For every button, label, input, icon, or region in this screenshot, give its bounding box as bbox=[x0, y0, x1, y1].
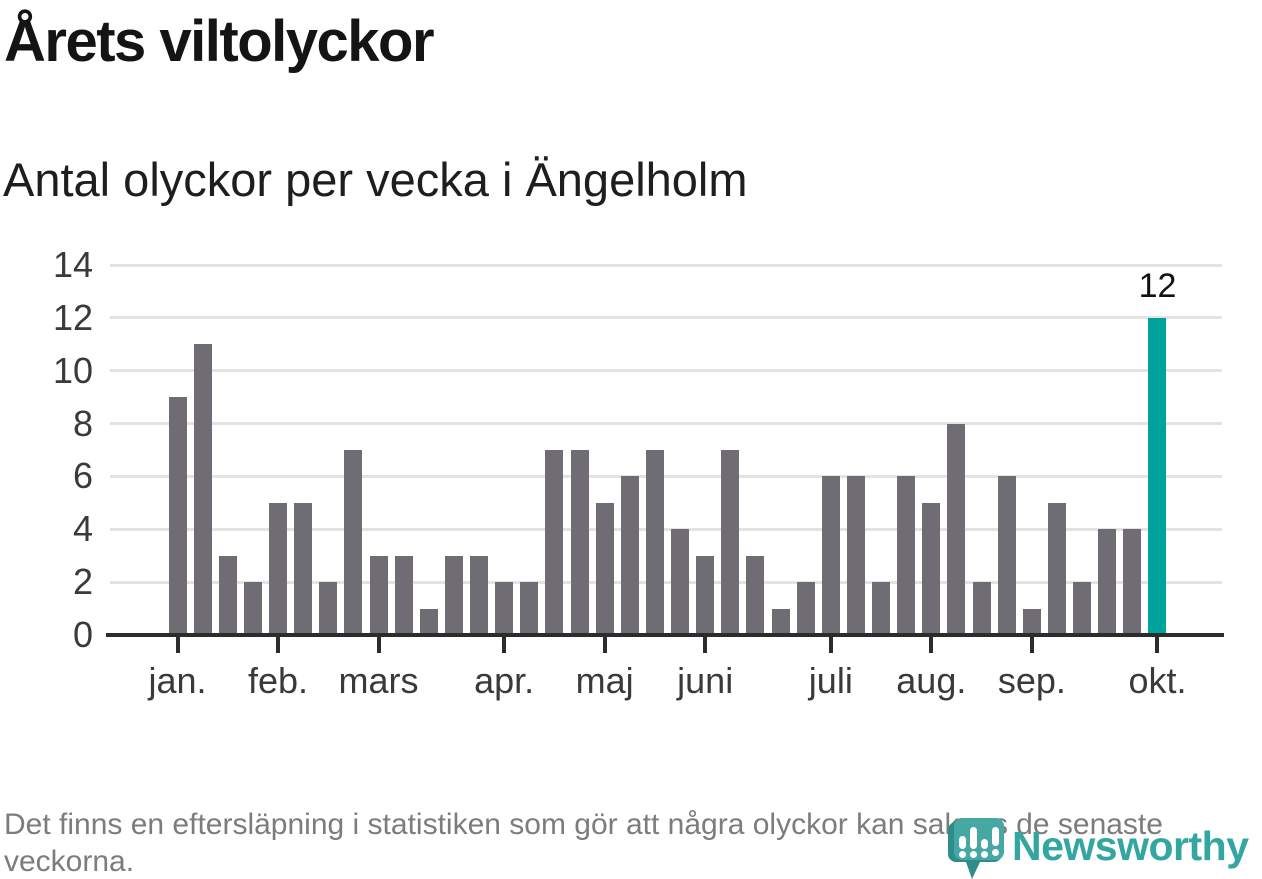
bar-week-11 bbox=[419, 608, 438, 635]
x-tick-label-juni: juni bbox=[677, 660, 734, 701]
bar-week-19 bbox=[620, 476, 639, 635]
newsworthy-wordmark: Newsworthy bbox=[1012, 823, 1249, 869]
bar-week-36 bbox=[1047, 502, 1066, 635]
bar-week-30 bbox=[897, 476, 916, 635]
bar-week-10 bbox=[394, 555, 413, 635]
x-tick-label-jan.: jan. bbox=[148, 660, 207, 701]
bar-week-26 bbox=[796, 582, 815, 635]
plot-area bbox=[110, 263, 1222, 635]
y-tick-label-6: 6 bbox=[72, 455, 93, 497]
gridline-y-10 bbox=[110, 369, 1222, 373]
bar-week-20 bbox=[645, 450, 664, 635]
bar-week-2 bbox=[193, 344, 212, 635]
bar-week-1 bbox=[168, 397, 187, 635]
y-tick-label-10: 10 bbox=[52, 349, 93, 391]
x-tick-mark-apr. bbox=[502, 637, 507, 653]
bar-week-9 bbox=[369, 555, 388, 635]
data-label-highlight: 12 bbox=[1138, 267, 1177, 305]
bar-week-25 bbox=[771, 608, 790, 635]
x-tick-mark-maj bbox=[602, 637, 607, 653]
y-tick-label-8: 8 bbox=[72, 402, 93, 444]
x-tick-mark-jan. bbox=[175, 637, 180, 653]
chart-subtitle: Antal olyckor per vecka i Ängelholm bbox=[3, 153, 748, 206]
bar-week-24 bbox=[746, 555, 765, 635]
bar-week-38 bbox=[1098, 529, 1117, 635]
bar-week-40 bbox=[1148, 317, 1167, 635]
bar-week-23 bbox=[721, 450, 740, 635]
x-tick-mark-aug. bbox=[929, 637, 934, 653]
newsworthy-icon bbox=[948, 818, 1004, 879]
bar-week-27 bbox=[821, 476, 840, 635]
gridline-y-8 bbox=[110, 422, 1222, 426]
x-tick-label-maj: maj bbox=[575, 660, 634, 701]
y-tick-label-2: 2 bbox=[72, 561, 93, 603]
page-title: Årets viltolyckor bbox=[4, 9, 435, 74]
newsworthy-logo: Newsworthy bbox=[946, 816, 1262, 879]
x-tick-mark-mars bbox=[376, 637, 381, 653]
bar-week-18 bbox=[595, 502, 614, 635]
bar-week-5 bbox=[269, 502, 287, 635]
gridline-y-2 bbox=[110, 580, 1222, 584]
bar-week-32 bbox=[947, 423, 966, 635]
x-tick-label-sep.: sep. bbox=[997, 660, 1066, 701]
gridline-y-12 bbox=[110, 316, 1222, 320]
y-tick-label-12: 12 bbox=[52, 296, 93, 338]
bar-week-16 bbox=[545, 450, 564, 635]
x-tick-label-aug.: aug. bbox=[896, 660, 967, 701]
bar-week-28 bbox=[846, 476, 865, 635]
bar-week-21 bbox=[671, 529, 690, 635]
bar-week-31 bbox=[922, 502, 941, 635]
y-tick-label-4: 4 bbox=[72, 508, 93, 550]
bar-week-3 bbox=[218, 555, 237, 635]
y-tick-label-0: 0 bbox=[72, 614, 93, 655]
bar-week-37 bbox=[1073, 582, 1092, 635]
y-tick-label-14: 14 bbox=[52, 244, 93, 285]
bar-week-17 bbox=[570, 450, 589, 635]
x-tick-mark-feb. bbox=[276, 637, 280, 653]
bar-week-6 bbox=[294, 502, 313, 635]
bar-week-12 bbox=[444, 555, 463, 635]
bar-week-14 bbox=[495, 582, 514, 635]
gridline-y-6 bbox=[110, 474, 1222, 478]
bar-week-39 bbox=[1123, 529, 1142, 635]
bar-week-22 bbox=[696, 555, 715, 635]
x-tick-label-juli: juli bbox=[808, 660, 853, 701]
x-tick-mark-juni bbox=[703, 637, 708, 653]
bar-week-7 bbox=[319, 582, 338, 635]
bar-week-29 bbox=[872, 582, 891, 635]
x-tick-label-apr.: apr. bbox=[474, 660, 535, 701]
x-tick-mark-juli bbox=[828, 637, 833, 653]
x-tick-label-okt.: okt. bbox=[1128, 660, 1187, 701]
bar-week-4 bbox=[243, 582, 262, 635]
x-tick-label-feb.: feb. bbox=[247, 660, 309, 701]
x-axis-line bbox=[106, 633, 1224, 637]
x-tick-mark-okt. bbox=[1155, 637, 1160, 653]
gridline-y-4 bbox=[110, 527, 1222, 531]
gridline-y-14 bbox=[110, 263, 1222, 267]
bar-week-34 bbox=[997, 476, 1016, 635]
bar-week-33 bbox=[972, 582, 991, 635]
bar-week-35 bbox=[1022, 608, 1041, 635]
bar-week-13 bbox=[470, 555, 489, 635]
bar-week-8 bbox=[344, 450, 363, 635]
x-tick-label-mars: mars bbox=[338, 660, 419, 701]
bar-week-15 bbox=[520, 582, 539, 635]
x-tick-mark-sep. bbox=[1029, 637, 1034, 653]
